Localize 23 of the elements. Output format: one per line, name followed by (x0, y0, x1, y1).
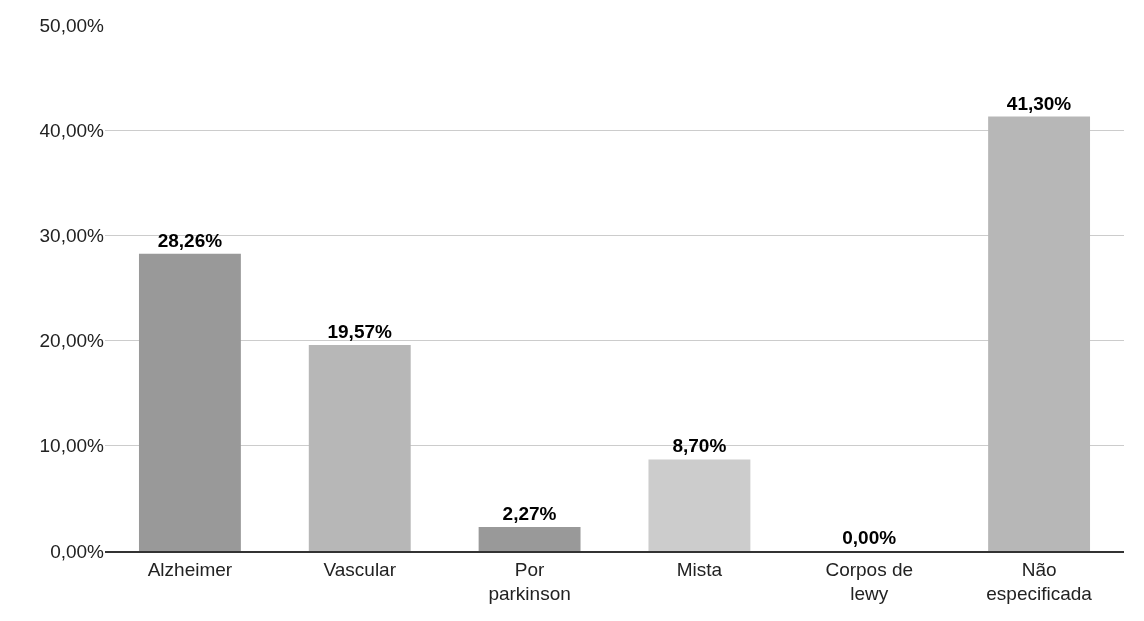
data-label: 2,27% (502, 503, 557, 525)
x-tick-label: Não especificada (986, 558, 1093, 605)
x-tick-label: Vascular (323, 558, 397, 580)
data-label: 41,30% (1006, 92, 1072, 114)
data-label: 19,57% (327, 321, 393, 343)
bar (988, 116, 1091, 551)
y-tick-label: 0,00% (50, 540, 105, 562)
x-tick-label: Corpos de lewy (825, 558, 914, 605)
x-tick-label: Mista (676, 558, 723, 580)
y-tick-label: 40,00% (39, 119, 105, 141)
y-tick-label: 20,00% (39, 330, 105, 352)
bar (648, 459, 751, 551)
data-label: 0,00% (842, 527, 897, 548)
y-tick-label: 10,00% (39, 435, 105, 457)
y-tick-label: 50,00% (39, 14, 105, 36)
bar (478, 527, 581, 551)
y-tick-label: 30,00% (39, 225, 105, 247)
bar (308, 345, 411, 551)
bar (138, 253, 241, 551)
x-tick-label: Alzheimer (147, 558, 233, 580)
data-label: 28,26% (157, 229, 223, 251)
data-label: 8,70% (672, 435, 727, 457)
x-tick-label: Por parkinson (488, 558, 571, 605)
